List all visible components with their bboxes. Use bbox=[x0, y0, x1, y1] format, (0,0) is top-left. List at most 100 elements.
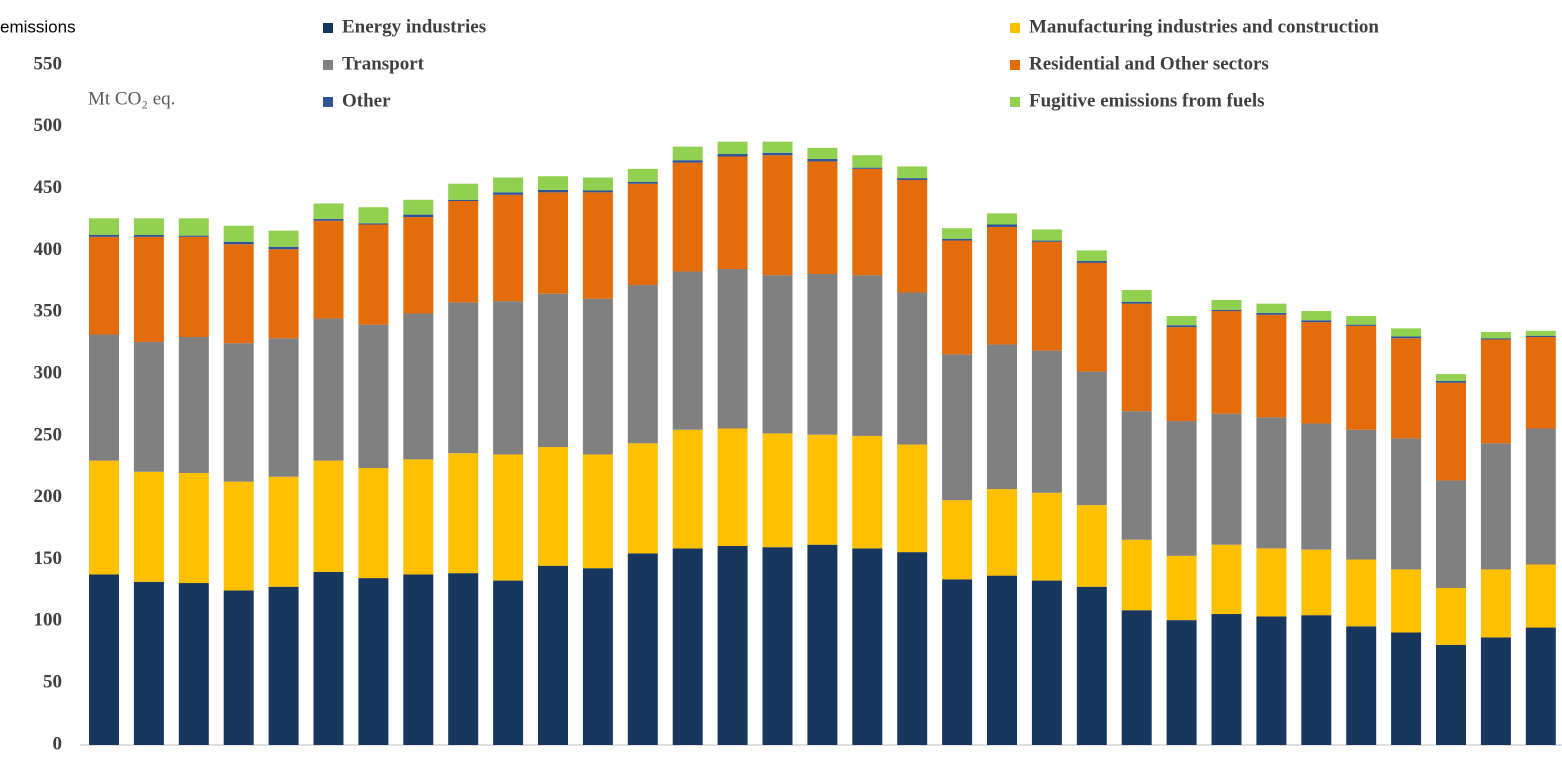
bar-segment bbox=[717, 154, 748, 157]
bar-segment bbox=[1436, 382, 1466, 481]
bar-segment bbox=[268, 249, 299, 339]
bar-segment bbox=[538, 189, 568, 193]
bar-segment bbox=[493, 580, 524, 745]
y-tick-label: 400 bbox=[34, 239, 63, 260]
y-tick-label: 100 bbox=[34, 610, 63, 631]
bar-segment bbox=[942, 579, 973, 745]
bar-segment bbox=[852, 168, 883, 276]
bar-segment bbox=[1211, 544, 1242, 614]
bar-segment bbox=[89, 574, 119, 745]
x-tick-label: 2014 bbox=[1163, 760, 1202, 764]
bar-segment bbox=[178, 236, 209, 337]
chart-title: emissions bbox=[0, 17, 76, 36]
bar-segment bbox=[762, 152, 793, 156]
bar-segment bbox=[358, 324, 389, 469]
bar-segment bbox=[1346, 315, 1377, 325]
bar-segment bbox=[1256, 312, 1287, 315]
bar-segment bbox=[1346, 324, 1377, 326]
bar-segment bbox=[627, 183, 658, 286]
y-tick-label: 450 bbox=[34, 177, 63, 198]
bar-segment bbox=[313, 460, 344, 572]
bar-segment bbox=[1166, 421, 1197, 556]
bar-segment bbox=[1076, 371, 1107, 506]
bar-segment bbox=[178, 337, 209, 473]
bar-segment bbox=[1121, 301, 1152, 304]
bar-segment bbox=[852, 167, 883, 169]
bar-segment bbox=[403, 313, 434, 460]
bar-segment bbox=[538, 565, 568, 745]
bar-segment bbox=[942, 354, 973, 501]
bar-segment bbox=[852, 275, 883, 436]
bar-segment bbox=[538, 192, 568, 294]
bar-segment bbox=[987, 226, 1017, 345]
legend-label: Energy industries bbox=[342, 16, 486, 37]
bar-segment bbox=[807, 161, 838, 274]
bar-segment bbox=[1480, 443, 1511, 570]
bar-segment bbox=[89, 334, 119, 461]
bar-segment bbox=[1121, 411, 1152, 540]
bar-segment bbox=[133, 471, 164, 582]
bar-segment bbox=[987, 575, 1017, 745]
bar-segment bbox=[1256, 314, 1287, 418]
bar-segment bbox=[313, 571, 344, 745]
x-tick-label: 2016 bbox=[1252, 760, 1290, 764]
bar-segment bbox=[717, 156, 748, 269]
x-tick-label: 2008 bbox=[893, 760, 931, 764]
bar-segment bbox=[358, 468, 389, 579]
bar-segment bbox=[627, 285, 658, 444]
bar-segment bbox=[493, 454, 524, 581]
bar-segment bbox=[313, 218, 344, 221]
legend-label: Manufacturing industries and constructio… bbox=[1029, 16, 1379, 37]
y-tick-label: 550 bbox=[34, 53, 63, 74]
bar-segment bbox=[133, 236, 164, 342]
x-tick-label: 2000 bbox=[534, 760, 572, 764]
bar-segment bbox=[627, 181, 658, 184]
bar-segment bbox=[1525, 627, 1556, 745]
bar-segment bbox=[1076, 250, 1107, 261]
bar-segment bbox=[762, 141, 793, 153]
bar-segment bbox=[762, 547, 793, 745]
bar-segment bbox=[717, 545, 748, 745]
bar-segment bbox=[1436, 480, 1466, 588]
bar-segment bbox=[852, 155, 883, 168]
bar-segment bbox=[493, 192, 524, 195]
bar-segment bbox=[582, 568, 613, 745]
bar-segment bbox=[493, 177, 524, 193]
bar-segment bbox=[358, 223, 389, 225]
bar-segment bbox=[717, 141, 748, 155]
bar-segment bbox=[1076, 260, 1107, 263]
bar-segment bbox=[672, 146, 703, 161]
bar-segment bbox=[942, 238, 973, 241]
bar-segment bbox=[897, 166, 928, 179]
bar-segment bbox=[582, 177, 613, 191]
bar-segment bbox=[807, 273, 838, 435]
bar-segment bbox=[717, 269, 748, 429]
bar-segment bbox=[403, 574, 434, 745]
bar-segment bbox=[762, 433, 793, 548]
x-tick-label: 2012 bbox=[1073, 760, 1111, 764]
bar-segment bbox=[1301, 423, 1332, 550]
bar-segment bbox=[1301, 320, 1332, 323]
bar-segment bbox=[672, 271, 703, 430]
bar-segment bbox=[1256, 548, 1287, 617]
y-tick-label: 500 bbox=[34, 115, 63, 136]
bar-segment bbox=[672, 162, 703, 272]
legend-label: Fugitive emissions from fuels bbox=[1029, 90, 1265, 111]
bar-segment bbox=[897, 179, 928, 293]
bar-segment bbox=[1525, 564, 1556, 628]
bar-segment bbox=[1211, 311, 1242, 414]
bar-segment bbox=[1301, 615, 1332, 745]
bar-segment bbox=[582, 454, 613, 569]
bar-segment bbox=[538, 293, 568, 448]
y-tick-label: 200 bbox=[34, 486, 63, 507]
bar-segment bbox=[268, 476, 299, 587]
bar-segment bbox=[1436, 644, 1466, 745]
y-axis-label: Mt CO₂ eq. bbox=[88, 88, 175, 109]
legend-label: Other bbox=[342, 90, 391, 111]
bar-segment bbox=[268, 230, 299, 247]
bar-segment bbox=[1480, 339, 1511, 444]
bar-segment bbox=[897, 552, 928, 745]
x-tick-label: 2020 bbox=[1432, 760, 1470, 764]
bar-segment bbox=[1391, 569, 1422, 633]
